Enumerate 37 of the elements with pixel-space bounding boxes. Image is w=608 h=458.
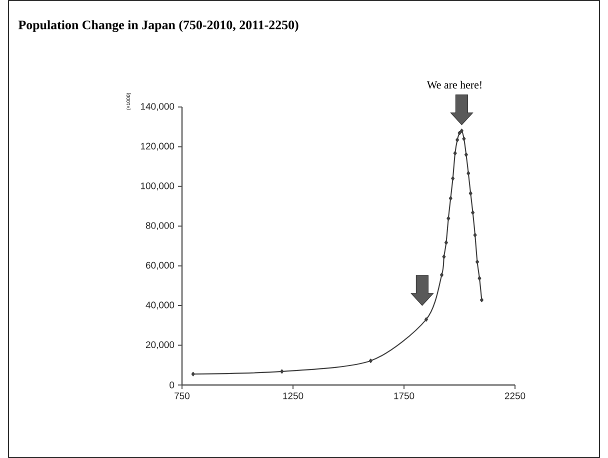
point bbox=[466, 171, 470, 176]
chart-title: Population Change in Japan (750-2010, 2011-2250) bbox=[18, 20, 298, 32]
point bbox=[451, 176, 455, 181]
point bbox=[440, 272, 444, 278]
point bbox=[458, 130, 462, 136]
point bbox=[478, 276, 482, 281]
point bbox=[444, 240, 448, 245]
point bbox=[480, 298, 484, 302]
x-tick-label: 750 bbox=[174, 392, 190, 400]
point bbox=[456, 138, 460, 142]
point bbox=[464, 152, 468, 157]
point bbox=[476, 260, 480, 264]
point bbox=[473, 232, 477, 238]
y-tick-label: 120,000 bbox=[140, 142, 174, 151]
y-tick-label: 100,000 bbox=[140, 182, 174, 190]
point bbox=[424, 317, 428, 322]
point bbox=[446, 216, 450, 221]
x-tick-label: 1750 bbox=[394, 392, 414, 400]
point bbox=[280, 369, 284, 374]
point bbox=[460, 128, 464, 133]
point bbox=[442, 254, 446, 259]
y-tick-label: 0 bbox=[170, 382, 174, 388]
x-tick-label: 1250 bbox=[283, 392, 304, 400]
point bbox=[471, 210, 475, 215]
point bbox=[191, 372, 195, 376]
point bbox=[453, 151, 457, 156]
y-tick-label: 20,000 bbox=[146, 341, 174, 350]
point bbox=[462, 136, 466, 141]
point bbox=[368, 358, 372, 363]
y-tick-label: 40,000 bbox=[146, 302, 174, 310]
point bbox=[468, 191, 472, 196]
y-tick-label: 60,000 bbox=[146, 262, 174, 270]
y-tick-label: 140,000 bbox=[140, 103, 174, 111]
x-tick-label: 2250 bbox=[504, 392, 526, 400]
text: We are here! bbox=[426, 80, 482, 89]
y-tick-label: 80,000 bbox=[146, 222, 174, 230]
point bbox=[448, 196, 452, 200]
